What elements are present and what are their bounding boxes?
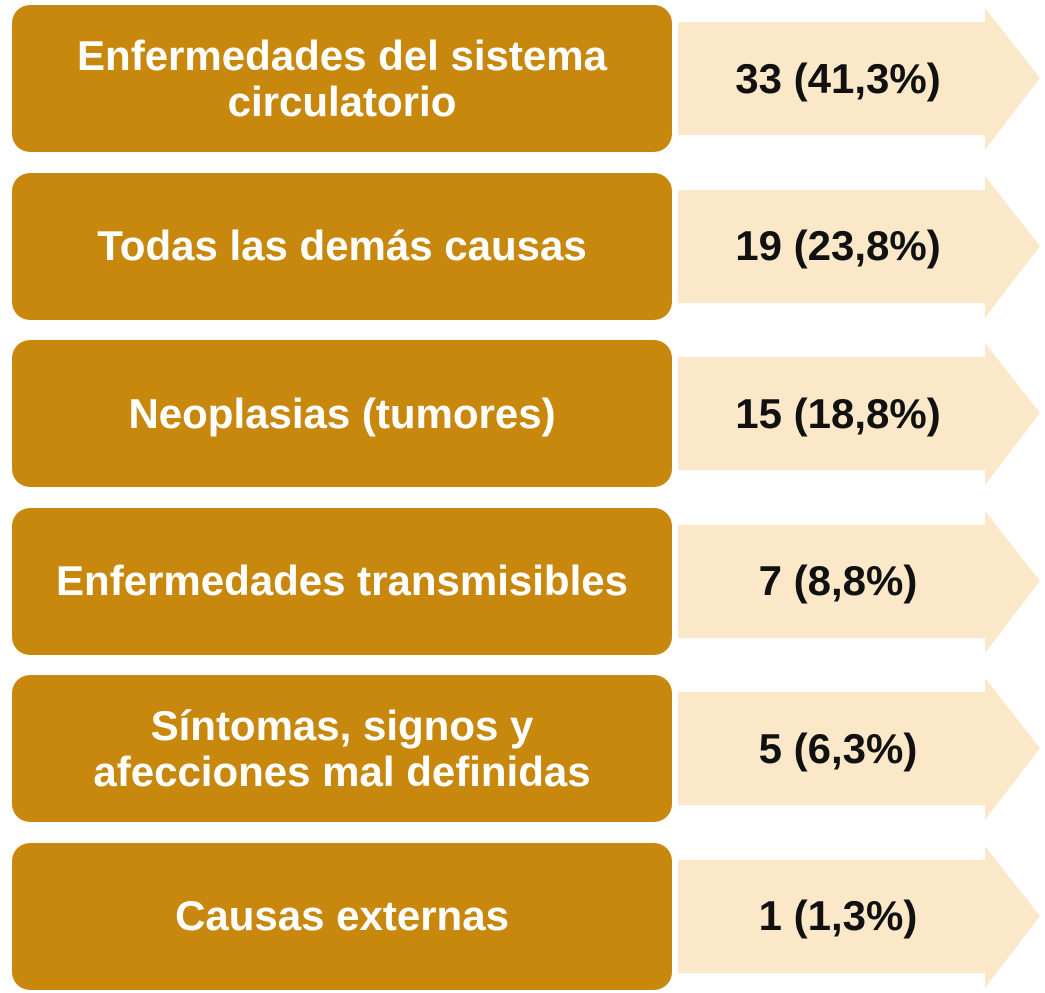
category-label: Todas las demás causas	[12, 172, 672, 320]
row: Enfermedades del sistema circulatorio 33 …	[0, 5, 1045, 155]
row: Síntomas, signos y afecciones mal defini…	[0, 675, 1045, 825]
value-label: 7 (8,8%)	[758, 557, 918, 604]
arrow	[678, 8, 1040, 150]
arrow-shape	[678, 8, 1040, 150]
arrow	[678, 510, 1040, 653]
category-label: Enfermedades transmisibles	[12, 507, 672, 655]
arrow	[678, 343, 1040, 485]
arrow-shape	[678, 678, 1040, 820]
arrow-shape	[678, 510, 1040, 653]
category-label: Síntomas, signos y afecciones mal defini…	[12, 675, 672, 822]
row: Neoplasias (tumores) 15 (18,8%)	[0, 340, 1045, 490]
arrow	[678, 845, 1040, 988]
arrow-shape	[678, 845, 1040, 988]
category-label: Causas externas	[12, 842, 672, 990]
row: Todas las demás causas 19 (23,8%)	[0, 172, 1045, 323]
value-label: 15 (18,8%)	[735, 389, 941, 437]
arrow	[678, 175, 1040, 318]
row: Enfermedades transmisibles 7 (8,8%)	[0, 507, 1045, 658]
category-label: Neoplasias (tumores)	[12, 340, 672, 487]
row: Causas externas 1 (1,3%)	[0, 842, 1045, 993]
value-label: 19 (23,8%)	[735, 222, 941, 269]
category-label: Enfermedades del sistema circulatorio	[12, 5, 672, 152]
arrow	[678, 678, 1040, 820]
arrow-shape	[678, 343, 1040, 485]
arrow-shape	[678, 175, 1040, 318]
value-label: 1 (1,3%)	[758, 892, 918, 939]
value-label: 33 (41,3%)	[735, 54, 941, 102]
value-label: 5 (6,3%)	[758, 724, 918, 772]
